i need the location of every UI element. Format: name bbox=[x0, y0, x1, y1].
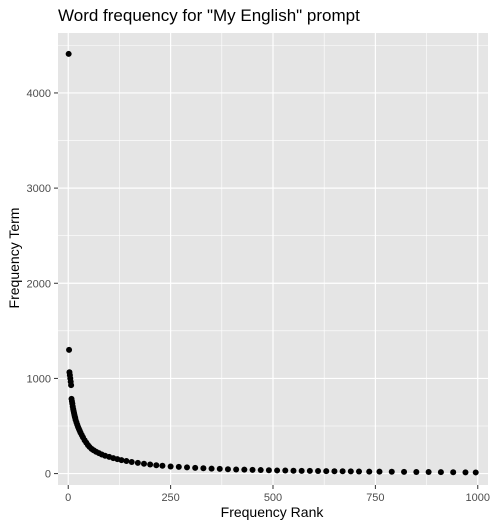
data-point bbox=[462, 469, 469, 476]
x-axis-title: Frequency Rank bbox=[221, 504, 325, 520]
data-point bbox=[437, 469, 444, 476]
data-point bbox=[167, 463, 174, 470]
grid-lines bbox=[58, 33, 488, 485]
axis-ticks: 0 250 500 750 1000 0 1000 2000 3000 4000 bbox=[27, 88, 490, 504]
data-point bbox=[376, 468, 383, 475]
data-point bbox=[331, 468, 338, 475]
data-point bbox=[323, 468, 330, 475]
data-point bbox=[282, 467, 289, 474]
data-point bbox=[65, 50, 72, 57]
y-tick-label: 4000 bbox=[27, 88, 51, 100]
data-point bbox=[118, 457, 125, 464]
data-point bbox=[147, 461, 154, 468]
data-point bbox=[200, 465, 207, 472]
data-point bbox=[347, 468, 354, 475]
x-tick-label: 750 bbox=[366, 492, 384, 504]
data-point bbox=[339, 468, 346, 475]
data-point bbox=[233, 466, 240, 473]
data-point bbox=[413, 468, 420, 475]
x-tick-label: 500 bbox=[264, 492, 282, 504]
data-points bbox=[65, 50, 479, 476]
x-tick-label: 250 bbox=[161, 492, 179, 504]
data-point bbox=[356, 468, 362, 475]
y-tick-label: 3000 bbox=[27, 183, 51, 195]
data-point bbox=[192, 464, 199, 471]
data-point bbox=[66, 346, 73, 353]
data-point bbox=[241, 466, 248, 473]
data-point bbox=[216, 465, 223, 472]
data-point bbox=[290, 467, 297, 474]
y-tick-label: 1000 bbox=[27, 373, 51, 385]
x-tick-label: 0 bbox=[65, 492, 71, 504]
data-point bbox=[472, 469, 479, 476]
data-point bbox=[153, 462, 160, 469]
data-point bbox=[257, 467, 264, 474]
data-point bbox=[175, 463, 182, 470]
chart-title: Word frequency for "My English" prompt bbox=[58, 6, 360, 25]
data-point bbox=[425, 469, 432, 476]
data-point bbox=[224, 466, 231, 473]
data-point bbox=[265, 467, 272, 474]
y-tick-label: 2000 bbox=[27, 278, 51, 290]
data-point bbox=[184, 464, 190, 471]
data-point bbox=[298, 467, 305, 474]
data-point bbox=[208, 465, 215, 472]
data-point bbox=[306, 467, 313, 474]
data-point bbox=[450, 469, 457, 476]
data-point bbox=[159, 462, 166, 469]
y-tick-label: 0 bbox=[45, 469, 51, 481]
data-point bbox=[315, 468, 322, 475]
data-point bbox=[388, 468, 395, 475]
data-point bbox=[274, 467, 281, 474]
data-point bbox=[249, 466, 256, 473]
y-axis-title: Frequency Term bbox=[6, 208, 22, 309]
data-point bbox=[123, 458, 130, 465]
data-point bbox=[134, 459, 141, 466]
data-point bbox=[366, 468, 373, 475]
x-tick-label: 1000 bbox=[466, 492, 490, 504]
data-point bbox=[128, 458, 135, 465]
data-point bbox=[141, 460, 147, 467]
data-point bbox=[68, 382, 75, 389]
data-point bbox=[401, 468, 408, 475]
